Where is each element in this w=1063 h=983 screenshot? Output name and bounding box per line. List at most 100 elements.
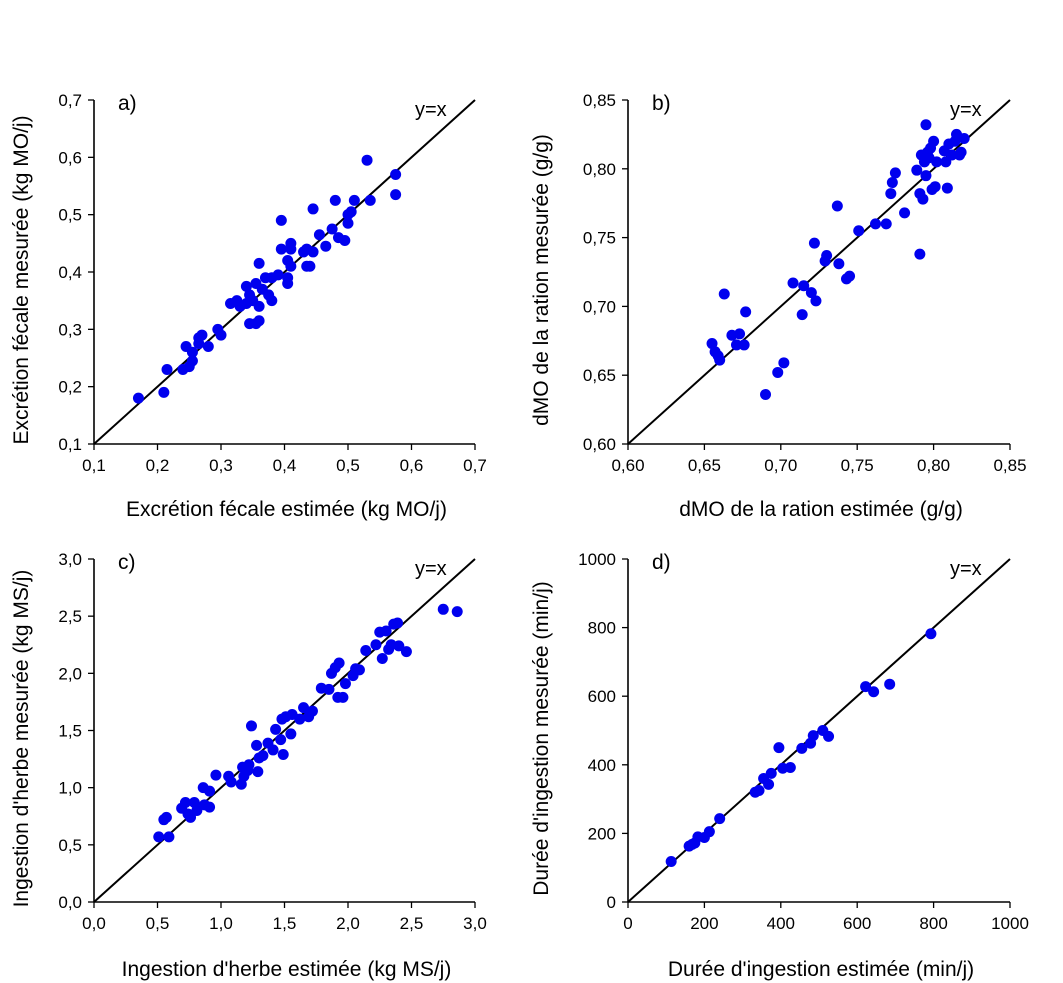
data-point — [326, 223, 338, 235]
data-point — [821, 249, 833, 261]
y-tick-label: 0,80 — [583, 160, 616, 179]
data-point — [833, 258, 845, 270]
data-point — [706, 338, 718, 350]
identity-line — [93, 99, 476, 445]
data-point — [914, 248, 926, 260]
y-tick-label: 0,6 — [58, 148, 82, 167]
data-point — [345, 206, 357, 218]
data-point — [298, 702, 310, 714]
data-point — [245, 720, 257, 732]
panel-label: c) — [118, 551, 136, 574]
y-tick-label: 0,60 — [583, 435, 616, 454]
data-point — [734, 328, 746, 340]
panel-c: 0,0 0,5 1,0 1,5 2,0 2,5 3,0 0,0 0,5 1,0 1,5 2,0 2,5 3… — [10, 550, 487, 981]
data-point — [202, 341, 214, 353]
data-point — [718, 288, 730, 300]
data-point — [868, 686, 880, 698]
x-tick-label: 600 — [843, 914, 871, 933]
data-point — [899, 207, 911, 219]
data-point — [928, 135, 940, 147]
y-tick-label: 0,5 — [58, 206, 82, 225]
panel-label: d) — [652, 551, 671, 574]
data-point — [763, 778, 775, 790]
data-point — [285, 237, 297, 249]
data-point — [920, 119, 932, 131]
data-point — [808, 237, 820, 249]
data-point — [339, 678, 351, 690]
data-point — [451, 606, 463, 618]
x-tick-label: 1000 — [991, 914, 1029, 933]
x-axis-title: Durée d'ingestion estimée (min/j) — [668, 958, 974, 981]
data-point — [251, 739, 263, 751]
data-point — [348, 194, 360, 206]
data-point — [225, 776, 237, 788]
y-axis-title: Durée d'ingestion mesurée (min/j) — [530, 581, 553, 895]
data-point — [272, 269, 284, 281]
x-tick-label: 2,5 — [400, 914, 424, 933]
data-point — [304, 260, 316, 272]
panel-d: 0 200 400 600 800 1000 0 200 400 600 800 1000 d) y=x D… — [530, 550, 1029, 981]
data-point — [275, 734, 287, 746]
data-point — [917, 193, 929, 205]
data-point — [390, 169, 402, 181]
y-axis-title: Excrétion fécale mesurée (kg MO/j) — [10, 115, 33, 444]
x-tick-label: 1,0 — [209, 914, 233, 933]
data-point — [392, 617, 404, 629]
data-point — [193, 332, 205, 344]
data-point — [400, 646, 412, 658]
x-tick-label: 800 — [919, 914, 947, 933]
data-point — [186, 355, 198, 367]
x-axis-title: dMO de la ration estimée (g/g) — [679, 498, 963, 521]
data-point — [215, 329, 227, 341]
data-point — [390, 189, 402, 201]
data-point — [342, 217, 354, 229]
y-tick-label: 0,2 — [58, 378, 82, 397]
data-point — [778, 357, 790, 369]
x-tick-label: 0,80 — [917, 456, 950, 475]
y-tick-label: 200 — [588, 824, 616, 843]
data-point — [773, 742, 785, 754]
x-tick-label: 0,6 — [400, 456, 424, 475]
y-tick-label: 600 — [588, 687, 616, 706]
y-tick-label: 0,7 — [58, 91, 82, 110]
data-point — [796, 742, 808, 754]
x-tick-label: 0,85 — [993, 456, 1026, 475]
data-point — [958, 133, 970, 145]
data-point — [132, 392, 144, 404]
y-tick-label: 400 — [588, 756, 616, 775]
y-tick-label: 0,1 — [58, 435, 82, 454]
data-point — [885, 188, 897, 200]
x-tick-label: 0,1 — [82, 456, 106, 475]
panel-a: 0,1 0,2 0,3 0,4 0,5 0,6 0,7 0,1 0,2 0,3 0,4 0,5 0,6 0… — [10, 91, 487, 521]
x-tick-label: 0,60 — [611, 456, 644, 475]
data-point — [807, 730, 819, 742]
x-tick-label: 3,0 — [463, 914, 487, 933]
data-point — [243, 759, 255, 771]
x-tick-label: 0,70 — [764, 456, 797, 475]
data-point — [738, 339, 750, 351]
data-point — [784, 762, 796, 774]
data-point — [941, 182, 953, 194]
y-tick-label: 0,85 — [583, 91, 616, 110]
data-point — [337, 691, 349, 703]
data-point — [329, 194, 341, 206]
x-tick-label: 400 — [767, 914, 795, 933]
data-point — [393, 640, 405, 652]
y-tick-label: 0 — [607, 893, 616, 912]
data-point — [253, 315, 265, 327]
data-point — [270, 723, 282, 735]
panel-label: a) — [118, 92, 137, 115]
data-point — [275, 243, 287, 255]
data-point — [210, 769, 222, 781]
data-point — [911, 164, 923, 176]
data-point — [931, 156, 943, 168]
data-point — [760, 388, 772, 400]
y-tick-label: 2,0 — [58, 664, 82, 683]
identity-annotation: y=x — [950, 558, 982, 580]
y-tick-label: 1,0 — [58, 779, 82, 798]
data-point — [307, 246, 319, 258]
data-point — [714, 813, 726, 825]
identity-annotation: y=x — [950, 99, 982, 121]
panel-label: b) — [652, 92, 671, 115]
data-point — [884, 678, 896, 690]
